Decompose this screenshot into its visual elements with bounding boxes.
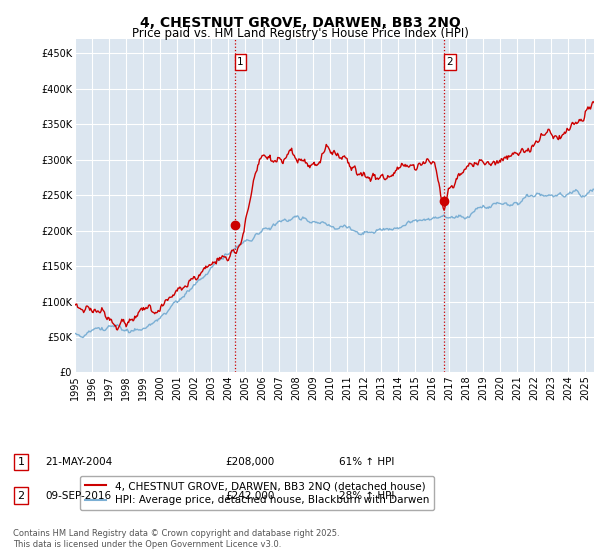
Text: 2: 2	[446, 57, 453, 67]
Text: £242,000: £242,000	[225, 491, 274, 501]
Text: 09-SEP-2016: 09-SEP-2016	[45, 491, 111, 501]
Legend: 4, CHESTNUT GROVE, DARWEN, BB3 2NQ (detached house), HPI: Average price, detache: 4, CHESTNUT GROVE, DARWEN, BB3 2NQ (deta…	[80, 476, 434, 511]
Text: 61% ↑ HPI: 61% ↑ HPI	[339, 457, 394, 467]
Text: Contains HM Land Registry data © Crown copyright and database right 2025.
This d: Contains HM Land Registry data © Crown c…	[13, 529, 340, 549]
Text: Price paid vs. HM Land Registry's House Price Index (HPI): Price paid vs. HM Land Registry's House …	[131, 27, 469, 40]
Text: 1: 1	[17, 457, 25, 467]
Text: £208,000: £208,000	[225, 457, 274, 467]
Text: 2: 2	[17, 491, 25, 501]
Text: 21-MAY-2004: 21-MAY-2004	[45, 457, 112, 467]
Text: 1: 1	[237, 57, 244, 67]
Text: 4, CHESTNUT GROVE, DARWEN, BB3 2NQ: 4, CHESTNUT GROVE, DARWEN, BB3 2NQ	[140, 16, 460, 30]
Text: 28% ↑ HPI: 28% ↑ HPI	[339, 491, 394, 501]
